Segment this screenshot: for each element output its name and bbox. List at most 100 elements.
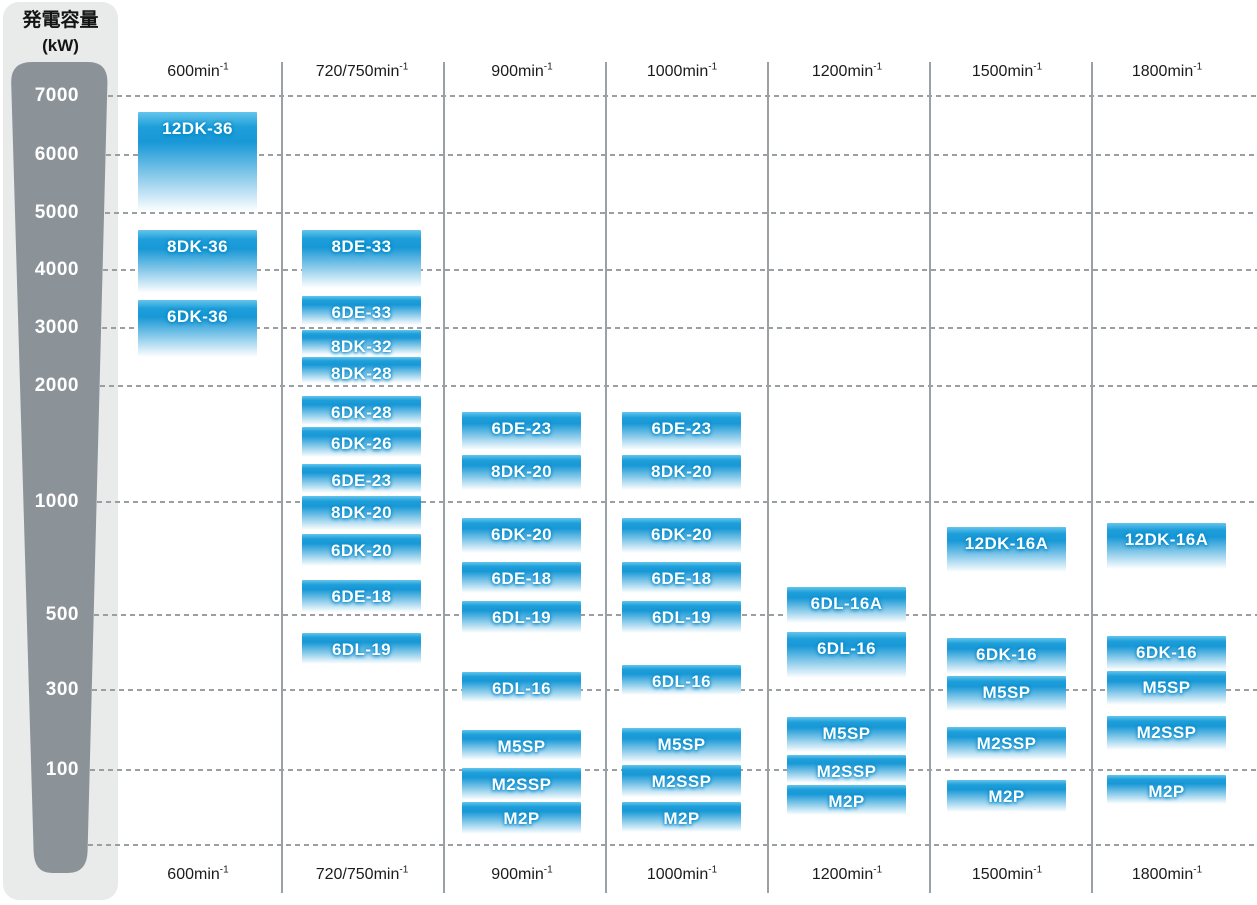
rpm-header-top-720/750min: 720/750min-1 bbox=[281, 62, 443, 82]
model-box-12DK-36[interactable]: 12DK-36 bbox=[138, 112, 257, 212]
column-separator bbox=[281, 62, 283, 893]
model-box-8DE-33[interactable]: 8DE-33 bbox=[302, 230, 421, 288]
model-box-6DL-19[interactable]: 6DL-19 bbox=[302, 633, 421, 664]
model-label: 8DK-20 bbox=[331, 503, 392, 522]
column-separator bbox=[767, 62, 769, 893]
column-separator bbox=[1091, 62, 1093, 893]
model-box-M2SSP[interactable]: M2SSP bbox=[462, 768, 581, 800]
model-box-6DE-23[interactable]: 6DE-23 bbox=[302, 464, 421, 493]
model-label: 8DE-33 bbox=[331, 237, 392, 256]
model-box-M2P[interactable]: M2P bbox=[462, 802, 581, 834]
rpm-exponent: -1 bbox=[873, 864, 883, 876]
model-box-M2SSP[interactable]: M2SSP bbox=[787, 755, 906, 783]
rpm-exponent: -1 bbox=[708, 61, 718, 73]
model-label: 8DK-28 bbox=[331, 364, 392, 383]
model-box-6DK-26[interactable]: 6DK-26 bbox=[302, 427, 421, 457]
gridline-6000 bbox=[106, 154, 1257, 156]
gridline-7000 bbox=[108, 95, 1257, 97]
model-box-6DK-16[interactable]: 6DK-16 bbox=[1107, 636, 1226, 670]
model-box-6DL-19[interactable]: 6DL-19 bbox=[622, 601, 741, 633]
gridline-2000 bbox=[100, 385, 1257, 387]
model-box-M2P[interactable]: M2P bbox=[787, 785, 906, 815]
model-box-6DK-36[interactable]: 6DK-36 bbox=[138, 300, 257, 357]
model-box-12DK-16A[interactable]: 12DK-16A bbox=[947, 527, 1066, 572]
model-label: M2P bbox=[828, 792, 865, 811]
model-box-6DE-33[interactable]: 6DE-33 bbox=[302, 296, 421, 325]
model-box-M2P[interactable]: M2P bbox=[947, 780, 1066, 812]
model-box-6DK-28[interactable]: 6DK-28 bbox=[302, 396, 421, 425]
y-axis-funnel bbox=[11, 62, 108, 873]
model-label: 6DK-28 bbox=[331, 403, 392, 422]
rpm-value: 720/750min bbox=[315, 63, 400, 80]
model-label: 6DE-18 bbox=[491, 569, 552, 588]
model-box-6DE-18[interactable]: 6DE-18 bbox=[302, 580, 421, 612]
rpm-header-top-900min: 900min-1 bbox=[441, 62, 603, 82]
rpm-header-bottom-1200min: 1200min-1 bbox=[766, 865, 928, 885]
y-tick-4000: 4000 bbox=[34, 259, 79, 280]
model-box-M2SSP[interactable]: M2SSP bbox=[1107, 716, 1226, 750]
model-box-8DK-28[interactable]: 8DK-28 bbox=[302, 357, 421, 383]
model-label: 8DK-36 bbox=[167, 237, 228, 256]
column-separator bbox=[605, 62, 607, 893]
model-box-M5SP[interactable]: M5SP bbox=[787, 717, 906, 752]
model-box-8DK-20[interactable]: 8DK-20 bbox=[622, 455, 741, 490]
model-label: M5SP bbox=[657, 735, 706, 754]
model-box-8DK-20[interactable]: 8DK-20 bbox=[302, 496, 421, 530]
y-tick-1000: 1000 bbox=[34, 491, 79, 512]
model-box-M2SSP[interactable]: M2SSP bbox=[947, 727, 1066, 760]
model-label: 6DE-23 bbox=[331, 471, 392, 490]
model-label: 6DL-19 bbox=[331, 640, 392, 659]
model-box-6DE-18[interactable]: 6DE-18 bbox=[462, 562, 581, 593]
rpm-header-top-1500min: 1500min-1 bbox=[926, 62, 1088, 82]
gridline-5000 bbox=[105, 212, 1257, 214]
model-box-M2P[interactable]: M2P bbox=[1107, 775, 1226, 804]
model-label: 6DL-16A bbox=[810, 594, 883, 613]
rpm-exponent: -1 bbox=[543, 61, 553, 73]
rpm-header-bottom-1000min: 1000min-1 bbox=[601, 865, 763, 885]
model-label: M2SSP bbox=[976, 734, 1037, 753]
model-box-6DL-16[interactable]: 6DL-16 bbox=[462, 672, 581, 702]
model-box-6DL-16A[interactable]: 6DL-16A bbox=[787, 587, 906, 623]
model-box-6DK-16[interactable]: 6DK-16 bbox=[947, 638, 1066, 674]
model-box-6DE-23[interactable]: 6DE-23 bbox=[622, 412, 741, 450]
model-box-M5SP[interactable]: M5SP bbox=[462, 730, 581, 760]
model-label: 6DK-20 bbox=[491, 525, 552, 544]
model-box-6DL-16[interactable]: 6DL-16 bbox=[622, 665, 741, 695]
model-box-6DL-16[interactable]: 6DL-16 bbox=[787, 632, 906, 678]
rpm-exponent: -1 bbox=[1193, 864, 1203, 876]
model-box-6DK-20[interactable]: 6DK-20 bbox=[622, 518, 741, 553]
model-box-6DK-20[interactable]: 6DK-20 bbox=[462, 518, 581, 553]
rpm-header-bottom-720/750min: 720/750min-1 bbox=[281, 865, 443, 885]
rpm-value: 1500min bbox=[971, 63, 1034, 80]
model-box-6DK-20[interactable]: 6DK-20 bbox=[302, 534, 421, 566]
model-label: 6DE-18 bbox=[331, 587, 392, 606]
model-box-M2P[interactable]: M2P bbox=[622, 802, 741, 832]
model-label: 6DL-16 bbox=[816, 639, 877, 658]
model-label: 12DK-36 bbox=[162, 119, 233, 138]
model-box-8DK-36[interactable]: 8DK-36 bbox=[138, 230, 257, 293]
model-label: 12DK-16A bbox=[964, 534, 1049, 553]
model-box-6DL-19[interactable]: 6DL-19 bbox=[462, 601, 581, 633]
model-label: 6DK-36 bbox=[167, 307, 228, 326]
model-box-M2SSP[interactable]: M2SSP bbox=[622, 765, 741, 797]
model-box-M5SP[interactable]: M5SP bbox=[622, 728, 741, 763]
model-label: 6DE-33 bbox=[331, 303, 392, 322]
model-box-M5SP[interactable]: M5SP bbox=[1107, 671, 1226, 705]
model-box-M5SP[interactable]: M5SP bbox=[947, 676, 1066, 711]
model-box-8DK-20[interactable]: 8DK-20 bbox=[462, 455, 581, 490]
model-label: M5SP bbox=[822, 724, 871, 743]
gridline-4000 bbox=[103, 269, 1257, 271]
model-box-12DK-16A[interactable]: 12DK-16A bbox=[1107, 523, 1226, 569]
y-axis-title-text: 発電容量 bbox=[22, 10, 99, 31]
rpm-exponent: -1 bbox=[543, 864, 553, 876]
model-box-6DE-23[interactable]: 6DE-23 bbox=[462, 412, 581, 450]
rpm-value: 720/750min bbox=[315, 866, 400, 883]
y-axis-unit: (kW) bbox=[42, 36, 79, 55]
model-label: 6DK-20 bbox=[331, 541, 392, 560]
model-label: 8DK-20 bbox=[491, 462, 552, 481]
model-label: 6DE-23 bbox=[491, 419, 552, 438]
model-label: 6DK-16 bbox=[1136, 643, 1197, 662]
model-box-6DE-18[interactable]: 6DE-18 bbox=[622, 562, 741, 593]
model-label: M2SSP bbox=[816, 762, 877, 781]
model-box-8DK-32[interactable]: 8DK-32 bbox=[302, 330, 421, 356]
